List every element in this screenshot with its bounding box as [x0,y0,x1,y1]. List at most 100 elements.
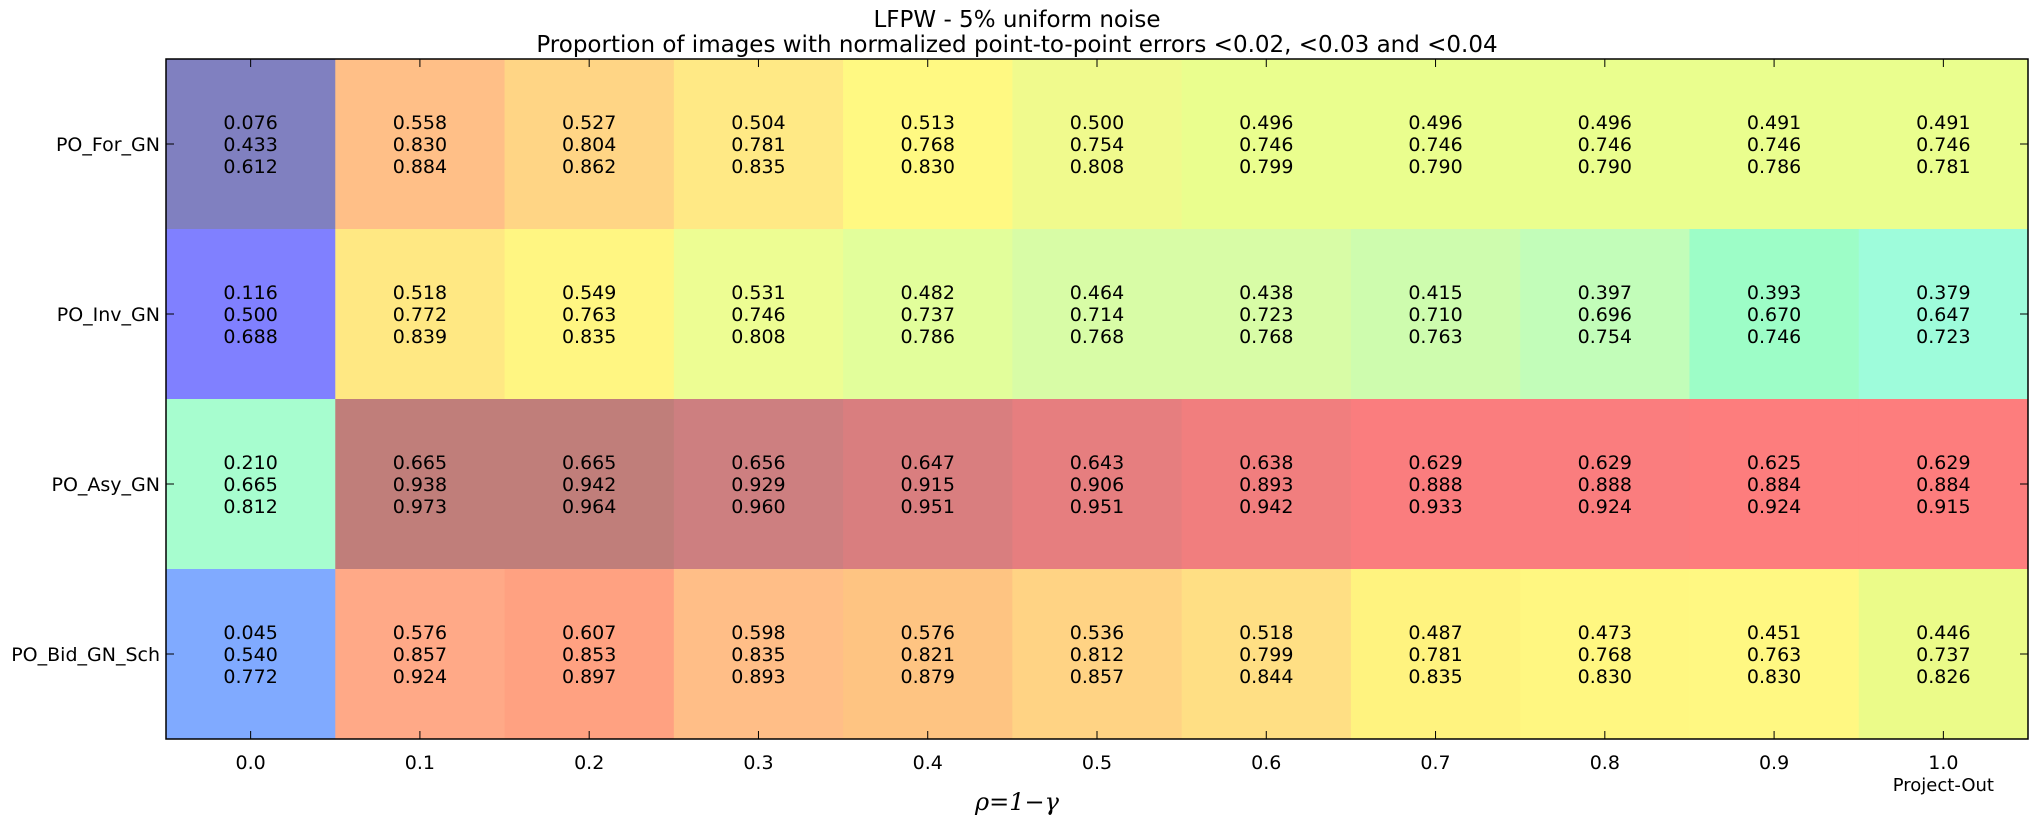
cell-value: 0.924 [1747,496,1801,518]
cell-value: 0.491 [1747,112,1801,134]
cell-value: 0.665 [393,452,447,474]
cell-value: 0.723 [1916,326,1970,348]
cell-value: 0.830 [393,134,447,156]
cell-value: 0.518 [1239,622,1293,644]
heatmap-cell [673,229,844,400]
x-tick-label: 0.9 [1759,752,1789,774]
cell-value: 0.862 [562,156,616,178]
heatmap-cell [843,229,1013,400]
cell-value: 0.884 [393,156,447,178]
cell-value: 0.746 [1747,326,1801,348]
cell-value: 0.893 [1239,474,1293,496]
cell-value: 0.763 [562,304,616,326]
heatmap-cells: 0.0760.4330.6120.5580.8300.8840.5270.804… [166,59,2029,740]
cell-value: 0.598 [731,622,785,644]
cell-value: 0.786 [1747,156,1801,178]
cell-value: 0.500 [1070,112,1124,134]
cell-value: 0.839 [393,326,447,348]
x-tick-label: 0.4 [913,752,943,774]
cell-value: 0.906 [1070,474,1124,496]
cell-value: 0.647 [901,452,955,474]
cell-value: 0.924 [1578,496,1632,518]
heatmap-cell [843,59,1013,230]
heatmap-cell [1858,229,2029,400]
cell-value: 0.830 [1578,666,1632,688]
cell-value: 0.879 [901,666,955,688]
cell-value: 0.821 [901,644,955,666]
cell-value: 0.853 [562,644,616,666]
cell-value: 0.754 [1578,326,1632,348]
x-tick-label: 0.6 [1251,752,1281,774]
heatmap-cell [504,229,675,400]
cell-value: 0.531 [731,282,785,304]
x-tick-label: 0.2 [574,752,604,774]
cell-value: 0.812 [1070,644,1124,666]
heatmap-cell [1012,399,1183,570]
cell-value: 0.688 [223,326,277,348]
x-tick-label: 0.7 [1420,752,1450,774]
cell-value: 0.835 [731,644,785,666]
heatmap-cell [1012,59,1183,230]
cell-value: 0.924 [393,666,447,688]
cell-value: 0.496 [1239,112,1293,134]
cell-value: 0.790 [1578,156,1632,178]
cell-value: 0.446 [1916,622,1970,644]
cell-value: 0.647 [1916,304,1970,326]
cell-value: 0.746 [1408,134,1462,156]
heatmap-cell [1520,569,1690,740]
cell-value: 0.487 [1408,622,1462,644]
cell-value: 0.835 [1408,666,1462,688]
cell-value: 0.844 [1239,666,1293,688]
y-tick-label: PO_Inv_GN [57,304,160,326]
cell-value: 0.397 [1578,282,1632,304]
cell-value: 0.772 [223,666,277,688]
heatmap-cell [504,399,675,570]
cell-value: 0.790 [1408,156,1462,178]
heatmap-cell [673,59,844,230]
heatmap-cell [166,59,336,230]
heatmap-cell [504,59,675,230]
cell-value: 0.799 [1239,644,1293,666]
x-axis-label: ρ=1−γ [975,788,1059,816]
cell-value: 0.625 [1747,452,1801,474]
cell-value: 0.897 [562,666,616,688]
heatmap-cell [1012,569,1183,740]
y-tick-label: PO_For_GN [56,134,160,156]
cell-value: 0.763 [1408,326,1462,348]
cell-value: 0.772 [393,304,447,326]
cell-value: 0.915 [901,474,955,496]
heatmap-cell [166,229,336,400]
heatmap-cell [1689,229,1860,400]
cell-value: 0.576 [393,622,447,644]
heatmap-cell [1520,399,1690,570]
heatmap-cell [335,569,506,740]
cell-value: 0.808 [731,326,785,348]
cell-value: 0.670 [1747,304,1801,326]
cell-value: 0.808 [1070,156,1124,178]
cell-value: 0.786 [901,326,955,348]
cell-value: 0.781 [731,134,785,156]
cell-value: 0.643 [1070,452,1124,474]
cell-value: 0.393 [1747,282,1801,304]
cell-value: 0.893 [731,666,785,688]
cell-value: 0.835 [562,326,616,348]
heatmap-cell [1350,229,1521,400]
cell-value: 0.629 [1578,452,1632,474]
axis-ticks: 0.0 0.1 0.2 0.3 0.4 0.5 0.6 0.7 0.8 0.9 1.0Project… [11,59,2028,796]
heatmap-cell [1181,399,1352,570]
cell-value: 0.464 [1070,282,1124,304]
chart-title: LFPW - 5% uniform noise [873,7,1161,33]
cell-value: 0.964 [562,496,616,518]
cell-value: 0.804 [562,134,616,156]
cell-value: 0.696 [1578,304,1632,326]
heatmap-cell [1350,569,1521,740]
x-tick-label: 0.5 [1082,752,1112,774]
cell-value: 0.210 [223,452,277,474]
x-tick-label: 0.8 [1590,752,1620,774]
cell-value: 0.438 [1239,282,1293,304]
cell-value: 0.518 [393,282,447,304]
x-tick-label: 0.3 [743,752,773,774]
cell-value: 0.723 [1239,304,1293,326]
cell-value: 0.768 [1070,326,1124,348]
